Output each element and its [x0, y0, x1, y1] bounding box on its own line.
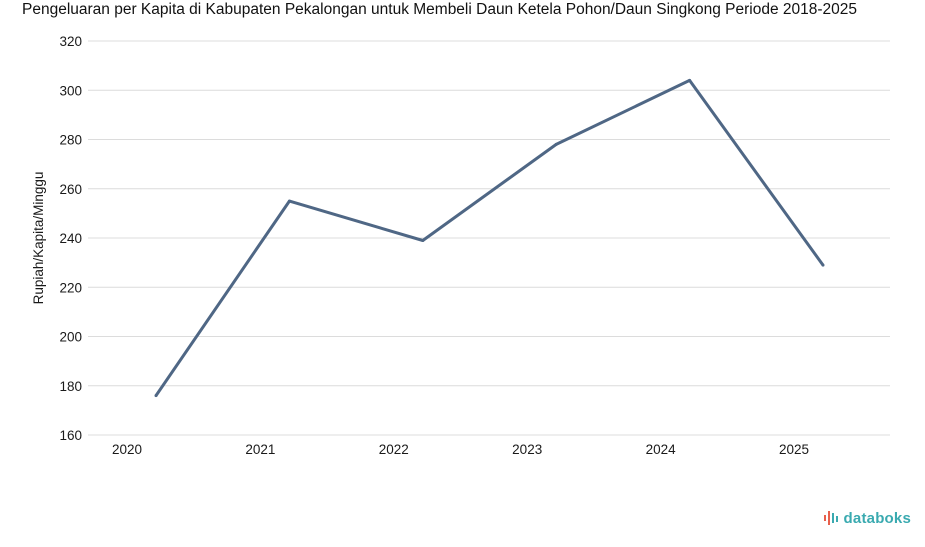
x-tick-label: 2021 [245, 442, 275, 457]
y-tick-label: 240 [59, 231, 82, 246]
y-tick-label: 220 [59, 280, 82, 295]
x-tick-label: 2024 [646, 442, 677, 457]
x-tick-label: 2023 [512, 442, 542, 457]
data-points [154, 78, 825, 398]
y-tick-label: 300 [59, 83, 82, 98]
x-tick-labels: 2020 2021 2022 2023 2024 2025 [112, 442, 809, 457]
databoks-logo-text: databoks [843, 510, 911, 527]
chart-title: Pengeluaran per Kapita di Kabupaten Peka… [22, 1, 858, 18]
x-tick-label: 2025 [779, 442, 809, 457]
y-tick-label: 260 [59, 182, 82, 197]
x-tick-label: 2020 [112, 442, 142, 457]
data-point [287, 199, 291, 203]
y-tick-label: 280 [59, 133, 82, 148]
databoks-logo: databoks [823, 509, 911, 527]
data-point [154, 394, 158, 398]
gridlines [88, 40, 890, 436]
y-axis-title: Rupiah/Kapita/Minggu [31, 172, 46, 305]
data-point [821, 263, 825, 267]
y-tick-label: 200 [59, 330, 82, 345]
y-tick-label: 160 [59, 428, 82, 443]
series-line [154, 78, 825, 397]
data-point [421, 238, 425, 242]
y-tick-label: 180 [59, 379, 82, 394]
x-tick-label: 2022 [379, 442, 409, 457]
databoks-logo-icon [823, 511, 838, 525]
data-point [554, 142, 558, 146]
y-tick-label: 320 [59, 34, 82, 49]
data-point [688, 78, 692, 82]
y-tick-labels: 160 180 200 220 240 260 280 300 320 [59, 34, 82, 443]
